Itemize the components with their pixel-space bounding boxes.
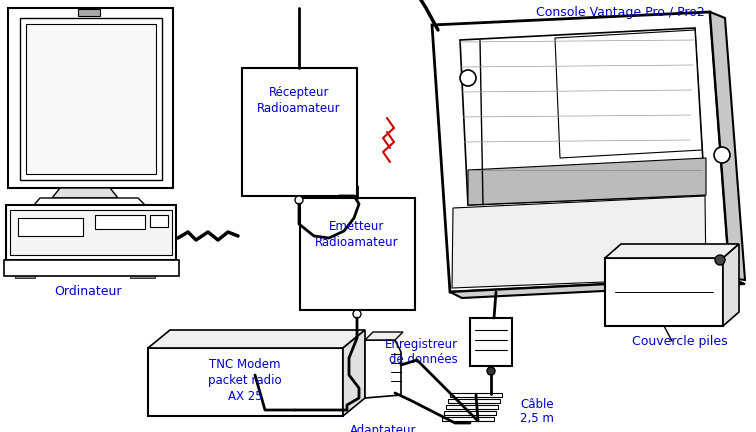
Circle shape [487,367,495,375]
Text: Couvercle piles: Couvercle piles [632,335,728,348]
Text: AX 25: AX 25 [228,390,262,403]
Polygon shape [148,330,365,348]
FancyBboxPatch shape [6,205,176,260]
Polygon shape [460,28,705,205]
Polygon shape [444,411,496,415]
Polygon shape [343,330,365,416]
FancyBboxPatch shape [8,8,173,188]
Circle shape [295,196,303,204]
Polygon shape [468,158,706,205]
Polygon shape [365,332,403,340]
Polygon shape [34,198,145,205]
FancyBboxPatch shape [605,258,723,326]
Polygon shape [442,417,494,421]
Polygon shape [15,276,35,278]
FancyBboxPatch shape [18,218,83,236]
Polygon shape [723,244,739,326]
Text: Console Vantage Pro / Pro2: Console Vantage Pro / Pro2 [535,6,705,19]
FancyBboxPatch shape [300,198,415,310]
FancyBboxPatch shape [10,210,172,255]
FancyBboxPatch shape [242,68,357,196]
FancyBboxPatch shape [78,9,100,16]
Text: de données: de données [389,353,458,366]
Circle shape [715,255,725,265]
Circle shape [714,147,730,163]
Text: Adaptateur: Adaptateur [350,424,417,432]
FancyBboxPatch shape [148,348,343,416]
Polygon shape [130,276,155,278]
Polygon shape [450,393,502,397]
Text: TNC Modem: TNC Modem [209,358,280,371]
Text: Enregistreur: Enregistreur [385,338,458,351]
FancyBboxPatch shape [20,18,162,180]
Circle shape [353,310,361,318]
Polygon shape [448,399,500,403]
Text: Radioamateur: Radioamateur [315,236,399,249]
FancyBboxPatch shape [4,260,179,276]
Text: Câble: Câble [520,398,553,411]
FancyBboxPatch shape [95,215,145,229]
Polygon shape [555,30,702,158]
FancyBboxPatch shape [470,318,512,366]
Text: packet radio: packet radio [208,374,282,387]
Polygon shape [432,12,730,292]
Text: Radioamateur: Radioamateur [257,102,341,115]
FancyBboxPatch shape [150,215,168,227]
Text: 2,5 m: 2,5 m [520,412,554,425]
Polygon shape [450,278,745,298]
Polygon shape [365,340,401,398]
Circle shape [460,70,476,86]
Polygon shape [452,196,706,288]
FancyBboxPatch shape [26,24,156,174]
Polygon shape [710,12,745,280]
Text: Ordinateur: Ordinateur [54,285,122,298]
Polygon shape [446,405,498,409]
Polygon shape [605,244,739,258]
Text: Récepteur: Récepteur [268,86,330,99]
Polygon shape [52,188,118,198]
Text: Emetteur: Emetteur [330,220,385,233]
